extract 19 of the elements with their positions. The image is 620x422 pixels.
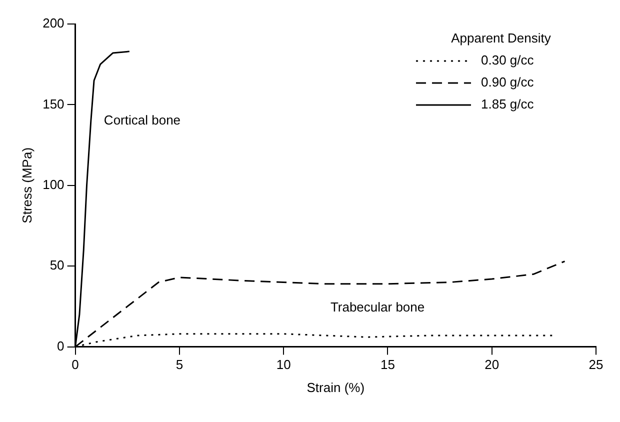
x-tick-label: 10 — [276, 357, 291, 372]
y-tick-label: 150 — [42, 96, 64, 112]
x-tick-label: 20 — [484, 357, 500, 372]
x-tick-label: 0 — [72, 357, 79, 372]
legend-label: 0.90 g/cc — [481, 74, 534, 90]
annotation: Trabecular bone — [330, 300, 425, 315]
x-tick-label: 15 — [380, 357, 395, 372]
legend-label: 0.30 g/cc — [481, 52, 534, 68]
y-tick-label: 0 — [57, 338, 64, 354]
x-tick-label: 25 — [588, 357, 604, 372]
y-tick-label: 100 — [42, 176, 64, 192]
x-axis-title: Strain (%) — [306, 380, 365, 395]
x-tick-label: 5 — [176, 357, 184, 372]
annotation: Cortical bone — [104, 112, 181, 128]
y-tick-label: 200 — [42, 16, 64, 31]
legend-label: 1.85 g/cc — [481, 96, 534, 112]
y-tick-label: 50 — [50, 258, 64, 273]
legend-title: Apparent Density — [451, 30, 552, 46]
y-axis-title: Stress (MPa) — [19, 147, 34, 224]
